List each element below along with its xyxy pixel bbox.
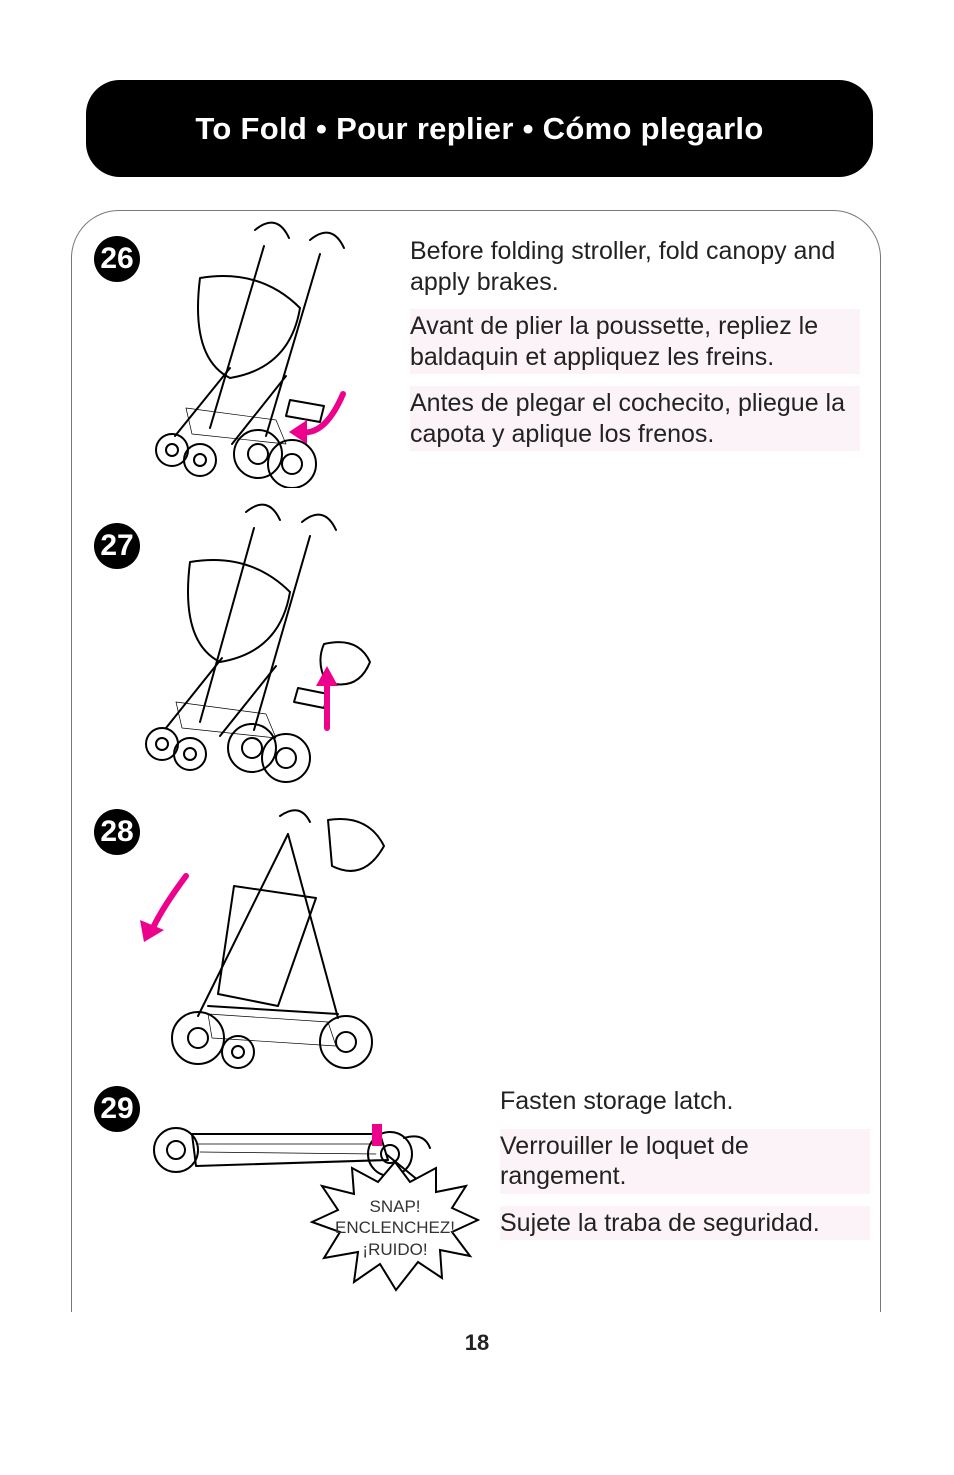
step-26-es: Antes de plegar el cochecito, pliegue la… — [410, 386, 860, 451]
step-29-fr: Verrouiller le loquet de rangement. — [500, 1129, 870, 1194]
step-26-fr: Avant de plier la poussette, repliez le … — [410, 309, 860, 374]
latch-indicator — [368, 1122, 386, 1150]
step-26-text-block: Before folding stroller, fold canopy and… — [410, 236, 860, 463]
arrow-step-27 — [312, 664, 342, 734]
step-number: 29 — [100, 1092, 133, 1126]
section-header-bar: To Fold • Pour replier • Cómo plegarlo — [86, 80, 873, 177]
section-header-title: To Fold • Pour replier • Cómo plegarlo — [195, 111, 763, 147]
step-29-es: Sujete la traba de seguridad. — [500, 1206, 870, 1241]
arrow-step-28 — [138, 868, 198, 948]
starburst-line-2: ENCLENCHEZ! — [335, 1218, 455, 1237]
step-29-text-block: Fasten storage latch. Verrouiller le loq… — [500, 1086, 870, 1252]
step-badge-29: 29 — [94, 1086, 140, 1132]
page-number: 18 — [0, 1330, 954, 1356]
step-number: 28 — [100, 815, 133, 849]
step-badge-28: 28 — [94, 809, 140, 855]
snap-starburst: SNAP! ENCLENCHEZ! ¡RUIDO! — [310, 1160, 480, 1300]
starburst-line-1: SNAP! — [369, 1197, 420, 1216]
starburst-line-3: ¡RUIDO! — [362, 1240, 427, 1259]
step-29-en: Fasten storage latch. — [500, 1086, 870, 1117]
step-number: 26 — [100, 242, 133, 276]
step-26-en: Before folding stroller, fold canopy and… — [410, 236, 860, 297]
arrow-step-26 — [285, 388, 355, 448]
step-badge-26: 26 — [94, 236, 140, 282]
illustration-step-27 — [126, 498, 386, 788]
